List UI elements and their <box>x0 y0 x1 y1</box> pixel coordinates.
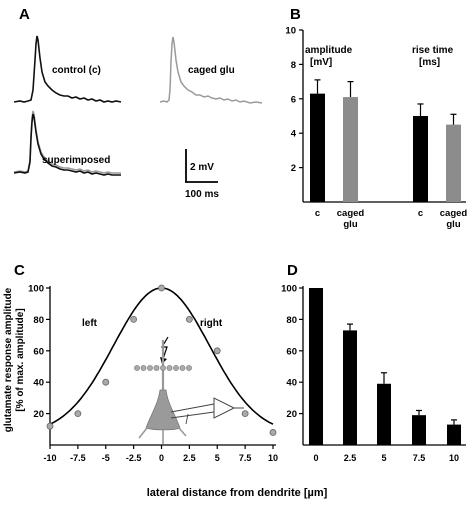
c-xtick-label-3: -2.5 <box>126 453 142 463</box>
b-xlabel-g1-2-line1: caged <box>337 208 365 219</box>
c-xtick-label-1: -7.5 <box>70 453 86 463</box>
c-data-point-7 <box>241 410 249 418</box>
uncaging-spot-2 <box>147 365 153 371</box>
uncaging-spot-0 <box>134 365 140 371</box>
chart-c: glutamate response amplitude [% of max. … <box>3 284 328 500</box>
basal-dendrite-left <box>138 427 148 439</box>
c-left-label: left <box>82 318 98 329</box>
c-xtick-label-7: 7.5 <box>239 453 252 463</box>
d-bar-2 <box>377 383 391 445</box>
c-xtick-label-6: 5 <box>215 453 220 463</box>
panel-a-traces: control (c) caged glu superimposed 2 mV … <box>13 35 263 200</box>
chart-d: 20 40 60 80 100 0 2.5 5 7.5 10 <box>281 284 466 463</box>
d-xtick-label-2: 5 <box>381 453 386 463</box>
b-group1-label-line1: amplitude <box>305 45 353 56</box>
b-xlabel-g1-2-line2: glu <box>343 219 357 230</box>
b-xlabel-g2-2-line2: glu <box>446 219 460 230</box>
b-bar-g2-1 <box>413 116 428 202</box>
b-xlabel-g1-1: c <box>315 208 320 219</box>
scale-time-label: 100 ms <box>185 189 219 200</box>
c-data-point-1 <box>74 410 82 418</box>
b-xlabel-g2-1: c <box>418 208 423 219</box>
b-bar-g1-2 <box>343 97 358 202</box>
b-ytick-label-6: 6 <box>291 94 296 105</box>
uncaging-spot-5 <box>166 365 173 371</box>
b-xlabel-g2-2-line1: caged <box>440 208 468 219</box>
b-group2-label-line1: rise time <box>412 45 454 56</box>
pipette-lower <box>170 411 215 419</box>
control-trace <box>13 35 122 103</box>
uncaging-spot-1 <box>140 365 147 371</box>
superimposed-label: superimposed <box>42 155 110 166</box>
c-ytick-label-40: 40 <box>33 378 44 389</box>
c-ytick-label-80: 80 <box>33 315 44 326</box>
d-bar-3 <box>412 415 426 445</box>
d-ytick-label-100: 100 <box>281 284 297 295</box>
d-bar-0 <box>309 288 323 445</box>
d-bar-1 <box>343 330 357 445</box>
c-xtick-label-8: 10 <box>268 453 278 463</box>
neuron-soma <box>145 389 181 431</box>
caged-label: caged glu <box>188 65 235 76</box>
c-data-point-8 <box>269 429 277 436</box>
neuron-illustration <box>134 336 244 444</box>
c-ytick-label-20: 20 <box>33 409 44 420</box>
caged-trace <box>159 36 263 104</box>
panel-a-letter: A <box>19 6 30 23</box>
c-ytick-label-100: 100 <box>28 284 44 295</box>
c-xtick-label-5: 2.5 <box>183 453 196 463</box>
b-ytick-label-2: 2 <box>291 163 296 174</box>
uncaging-spots <box>134 365 192 371</box>
d-xtick-label-0: 0 <box>313 453 318 463</box>
d-ytick-label-80: 80 <box>286 315 297 326</box>
panel-b-letter: B <box>290 6 301 23</box>
c-ylabel-line1: glutamate response amplitude <box>3 287 14 432</box>
superimposed-control-trace <box>13 113 121 176</box>
c-ytick-label-60: 60 <box>33 346 44 357</box>
c-xtick-label-0: -10 <box>43 453 56 463</box>
b-ytick-label-4: 4 <box>291 129 297 140</box>
c-data-point-5 <box>185 315 193 323</box>
lightning-icon <box>160 336 169 360</box>
d-ytick-label-40: 40 <box>286 378 297 389</box>
pipette <box>170 403 215 413</box>
basal-dendrite-right <box>178 427 187 437</box>
scale-voltage-label: 2 mV <box>190 162 214 173</box>
control-label: control (c) <box>52 65 101 76</box>
c-xlabel: lateral distance from dendrite [µm] <box>147 487 328 499</box>
c-xtick-label-2: -5 <box>102 453 110 463</box>
c-xtick-label-4: 0 <box>159 453 164 463</box>
c-ylabel-line2: [% of max. amplitude] <box>15 308 26 411</box>
b-ytick-label-8: 8 <box>291 60 296 71</box>
c-data-point-0 <box>46 422 54 430</box>
c-data-point-6 <box>213 347 221 355</box>
b-bar-g1-1 <box>310 93 325 202</box>
uncaging-spot-8 <box>186 365 192 371</box>
b-group1-label-line2: [mV] <box>310 57 332 68</box>
ground-wire <box>185 413 189 425</box>
uncaging-spot-4 <box>160 365 166 371</box>
b-bar-g2-2 <box>446 124 461 202</box>
c-right-label: right <box>200 318 223 329</box>
d-bar-4 <box>447 424 461 445</box>
uncaging-spot-3 <box>153 365 160 371</box>
chart-b: amplitude [mV] rise time [ms] 2 4 6 8 10 c cag… <box>285 26 467 231</box>
b-group2-label-line2: [ms] <box>419 57 440 68</box>
d-xtick-label-4: 10 <box>449 453 459 463</box>
b-ytick-label-10: 10 <box>285 26 296 37</box>
c-data-point-3 <box>130 315 138 323</box>
c-data-point-4 <box>158 284 165 292</box>
d-xtick-label-3: 7.5 <box>413 453 426 463</box>
d-xtick-label-1: 2.5 <box>344 453 357 463</box>
d-ytick-label-60: 60 <box>286 346 297 357</box>
uncaging-spot-6 <box>173 365 179 371</box>
uncaging-spot-7 <box>179 365 186 371</box>
c-data-point-2 <box>102 378 110 386</box>
panel-c-letter: C <box>14 262 25 279</box>
d-ytick-label-20: 20 <box>286 409 297 420</box>
amplifier-icon <box>213 397 236 419</box>
panel-d-letter: D <box>287 262 298 279</box>
